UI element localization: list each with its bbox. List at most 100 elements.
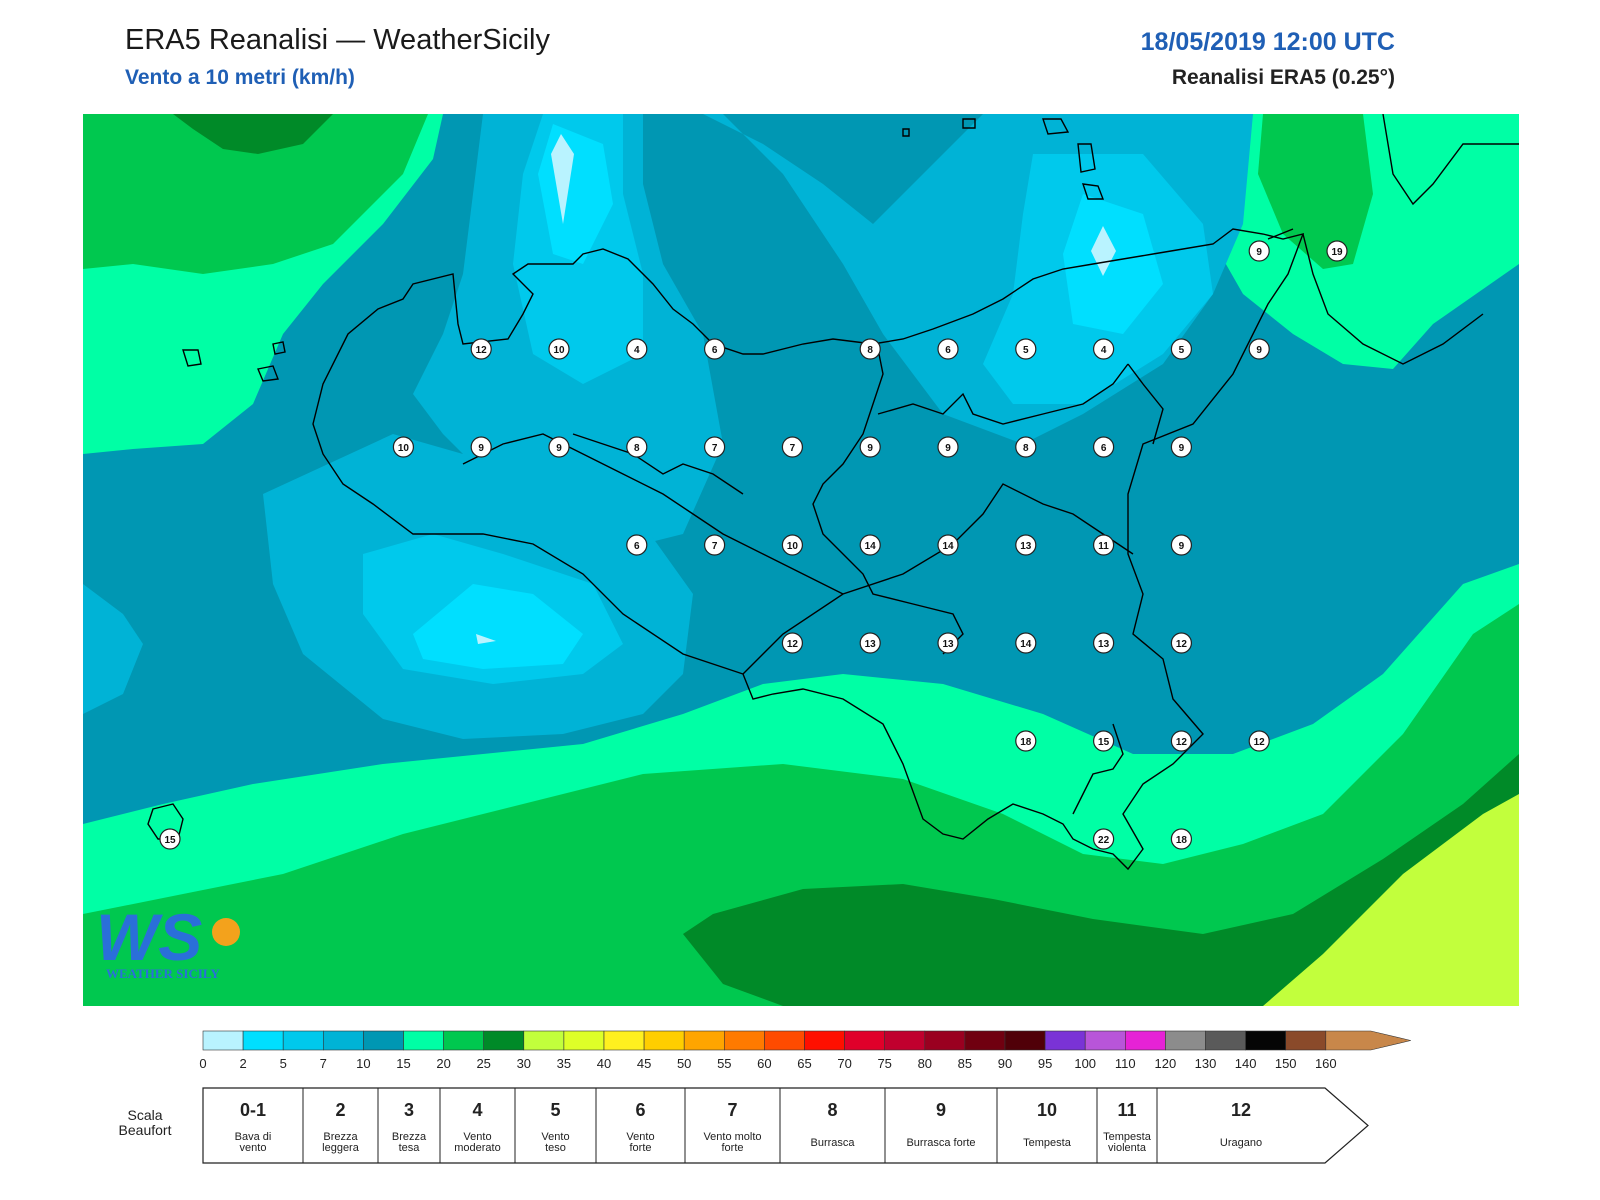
station-circle (937, 632, 959, 654)
station-circle (392, 436, 414, 458)
station-value-label: 8 (1023, 443, 1029, 454)
station-value-label: 15 (164, 835, 176, 846)
wind-band-0-2 (413, 584, 583, 669)
station-circle (1170, 534, 1193, 556)
station-circle (1248, 240, 1270, 262)
colorbar-tick-label: 50 (677, 1056, 691, 1071)
station-marker: 7 (781, 436, 804, 458)
station-value-label: 9 (478, 443, 484, 454)
colorbar-tick-label: 55 (717, 1056, 731, 1071)
colorbar-swatch (1325, 1030, 1411, 1051)
station-value-label: 14 (865, 541, 877, 552)
colorbar-swatch (723, 1030, 765, 1051)
colorbar-swatch (643, 1030, 685, 1051)
beaufort-number: 10 (1037, 1100, 1057, 1120)
colorbar-swatch (603, 1030, 645, 1051)
colorbar-swatch (764, 1030, 805, 1051)
station-value-label: 14 (942, 541, 954, 552)
beaufort-description: Tempesta violenta (1103, 1131, 1152, 1154)
station-value-label: 7 (790, 443, 796, 454)
station-value-label: 9 (945, 443, 951, 454)
station-circle (703, 436, 726, 458)
station-value-label: 15 (1098, 737, 1110, 748)
wind-band-20-25 (83, 114, 428, 274)
beaufort-scale-box (202, 1087, 1369, 1164)
colorbar-swatch (443, 1030, 485, 1051)
station-marker: 9 (1170, 436, 1193, 458)
station-circle (548, 436, 570, 458)
colorbar-tick-label: 35 (557, 1056, 571, 1071)
colorbar-swatch (483, 1030, 525, 1051)
colorbar-tick-label: 65 (797, 1056, 811, 1071)
beaufort-number: 0-1 (240, 1100, 266, 1120)
station-circle (781, 436, 804, 458)
wind-band-lt2 (551, 134, 574, 224)
colorbar-swatch (403, 1030, 444, 1051)
station-circle (1015, 534, 1037, 556)
station-values: 12 10 4 6 8 6 5 4 5 9 9 19 10 9 9 8 7 7 9 9 8 6 9 6 7 10 14 14 13 11 9… (159, 240, 1348, 850)
colorbar-swatch (363, 1030, 404, 1051)
station-circle (1248, 338, 1270, 360)
colorbar-tick-label: 0 (199, 1056, 206, 1071)
colorbar-tick-label: 95 (1038, 1056, 1052, 1071)
station-value-label: 6 (634, 541, 640, 552)
colorbar-swatch (924, 1030, 966, 1051)
station-value-label: 19 (1331, 247, 1343, 258)
map-title: ERA5 Reanalisi — WeatherSicily (125, 24, 550, 56)
station-marker: 5 (1170, 338, 1193, 360)
station-value-label: 10 (553, 345, 565, 356)
station-marker: 19 (1326, 240, 1348, 262)
colorbar-tick-label: 90 (998, 1056, 1012, 1071)
station-value-label: 12 (787, 639, 799, 650)
station-circle (703, 338, 726, 360)
wind-band-25-30 (683, 754, 1519, 1006)
beaufort-number: 3 (404, 1100, 414, 1120)
station-marker: 10 (781, 534, 804, 556)
station-value-label: 7 (712, 443, 718, 454)
colorbar-tick-label: 100 (1074, 1056, 1096, 1071)
station-circle (470, 436, 492, 458)
station-marker: 5 (1015, 338, 1037, 360)
station-circle (859, 338, 881, 360)
station-value-label: 6 (945, 345, 951, 356)
station-value-label: 4 (634, 345, 640, 356)
station-value-label: 13 (942, 639, 954, 650)
wind-band-lt2 (476, 634, 496, 644)
colorbar-and-beaufort-scale: 0 2 5 7 10 15 20 25 30 35 40 45 50 55 60 65 70 75 80 85 90 95… (199, 1030, 1411, 1164)
station-circle (937, 436, 959, 458)
station-marker: 13 (859, 632, 881, 654)
colorbar-tick-label: 85 (958, 1056, 972, 1071)
colorbar-swatch (523, 1030, 565, 1051)
beaufort-description: Bava di vento (235, 1131, 272, 1154)
station-circle (1170, 436, 1193, 458)
colorbar-swatch (202, 1030, 244, 1051)
station-marker: 4 (626, 338, 648, 360)
station-value-label: 8 (867, 345, 873, 356)
station-value-label: 13 (1020, 541, 1032, 552)
colorbar-tick-label: 160 (1315, 1056, 1337, 1071)
station-marker: 7 (703, 534, 726, 556)
station-circle (548, 338, 570, 360)
colorbar-swatch (964, 1030, 1006, 1051)
station-marker: 9 (937, 436, 959, 458)
station-marker: 14 (859, 534, 881, 556)
station-marker: 13 (1015, 534, 1037, 556)
station-marker: 9 (548, 436, 570, 458)
colorbar-tick-label: 25 (476, 1056, 490, 1071)
station-circle (1248, 730, 1270, 752)
colorbar-tick-label: 120 (1155, 1056, 1177, 1071)
station-marker: 18 (1015, 730, 1037, 752)
station-marker: 12 (1248, 730, 1270, 752)
station-marker: 9 (859, 436, 881, 458)
colorbar-tick-label: 30 (517, 1056, 531, 1071)
svg-text:WS: WS (96, 900, 202, 974)
coastline (147, 114, 1519, 871)
beaufort-description: Brezza tesa (392, 1131, 427, 1154)
wind-band-20-25 (83, 604, 1519, 1006)
colorbar-swatch (282, 1030, 324, 1051)
station-marker: 12 (1170, 632, 1193, 654)
beaufort-description: Vento molto forte (703, 1131, 761, 1154)
station-value-label: 9 (1256, 247, 1262, 258)
colorbar-tick-label: 2 (239, 1056, 246, 1071)
station-circle (1092, 436, 1115, 458)
